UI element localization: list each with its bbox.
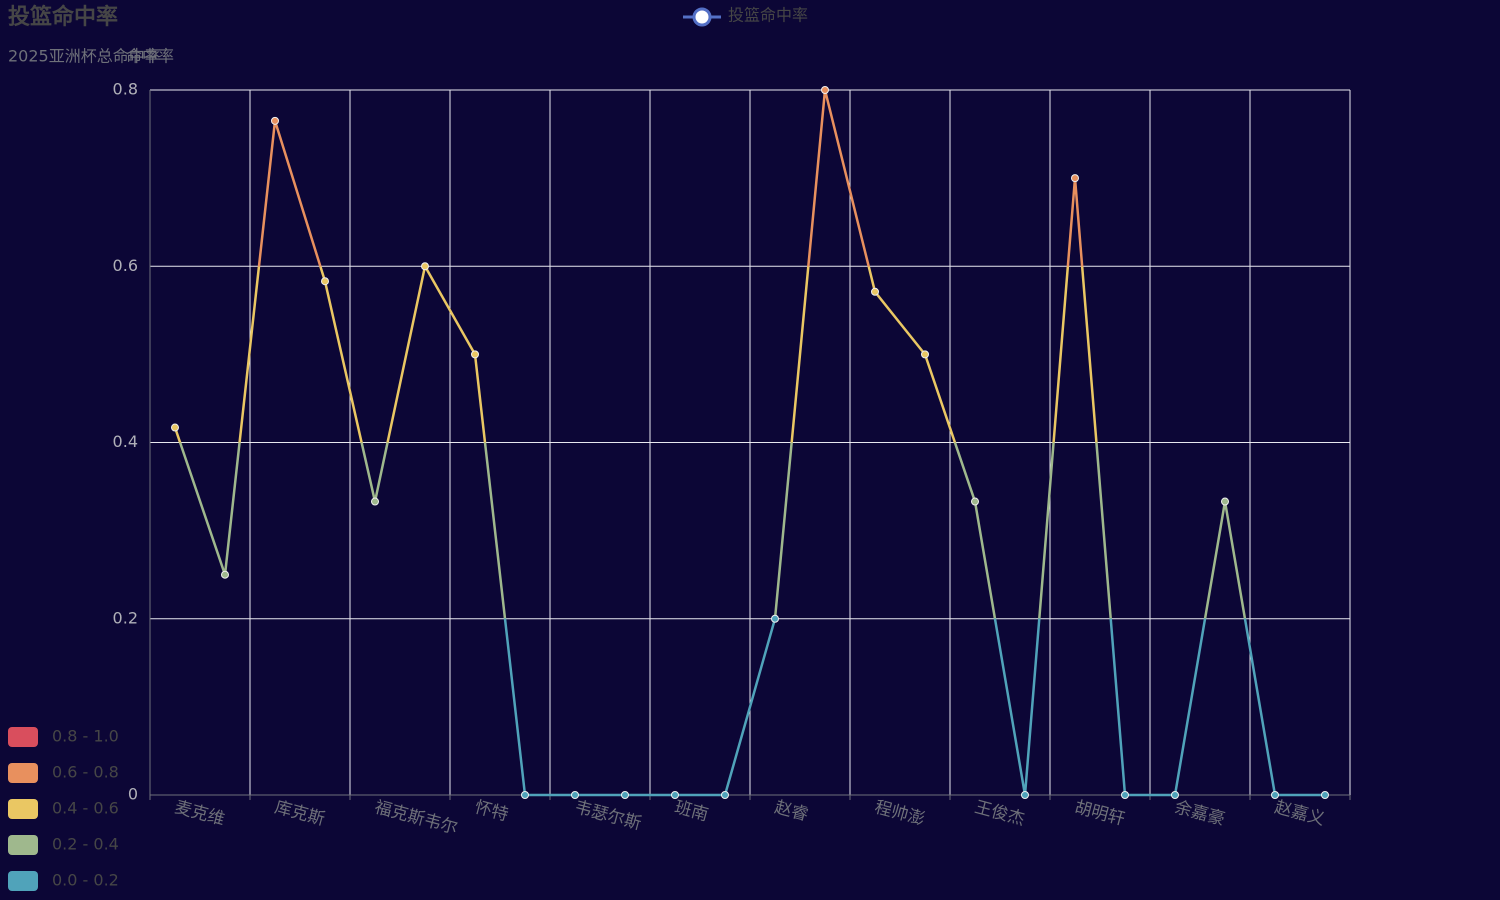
data-point <box>1071 174 1079 183</box>
data-point <box>171 423 179 432</box>
y-tick-label: 0.2 <box>113 608 138 627</box>
legend-label[interactable]: 投篮命中率 <box>728 6 808 25</box>
visual-map-label: 0.4 - 0.6 <box>52 799 119 818</box>
visual-map-label: 0.6 - 0.8 <box>52 763 119 782</box>
visual-map-label: 0.2 - 0.4 <box>52 835 119 854</box>
data-point <box>721 791 729 799</box>
data-point <box>571 791 579 799</box>
data-point <box>621 791 629 799</box>
legend-symbol <box>692 7 712 27</box>
data-point <box>271 116 279 125</box>
visual-map-swatch <box>8 871 38 891</box>
y-axis-label: 命中率 <box>126 47 174 66</box>
visual-map-label: 0.0 - 0.2 <box>52 871 119 890</box>
data-point <box>821 86 829 94</box>
visual-map-swatch <box>8 799 38 819</box>
data-point <box>771 614 779 623</box>
data-point <box>1221 497 1229 506</box>
chart-subtitle: 2025亚洲杯总命中率 <box>8 47 161 66</box>
data-point <box>221 570 229 579</box>
y-tick-label: 0.4 <box>113 432 138 451</box>
data-point <box>471 350 479 359</box>
data-point <box>321 277 329 286</box>
y-tick-label: 0.8 <box>113 80 138 99</box>
series-line <box>173 88 1325 797</box>
data-point <box>1271 791 1279 799</box>
chart-title: 投篮命中率 <box>8 4 118 30</box>
data-point <box>921 350 929 359</box>
visual-map-swatch <box>8 835 38 855</box>
data-point <box>671 791 679 799</box>
legend[interactable]: 投篮命中率 <box>683 6 808 27</box>
data-point <box>971 497 979 506</box>
visual-map-label: 0.8 - 1.0 <box>52 727 119 746</box>
data-point <box>421 262 429 271</box>
data-point <box>371 497 379 506</box>
data-point <box>1021 791 1029 799</box>
data-point <box>1321 791 1329 799</box>
visual-map-swatch <box>8 763 38 783</box>
visual-map-swatch <box>8 727 38 747</box>
data-point <box>1171 791 1179 799</box>
y-tick-label: 0 <box>128 785 138 804</box>
y-tick-label: 0.6 <box>113 256 138 275</box>
data-point <box>521 791 529 799</box>
data-point <box>1121 791 1129 799</box>
data-point <box>871 287 879 296</box>
